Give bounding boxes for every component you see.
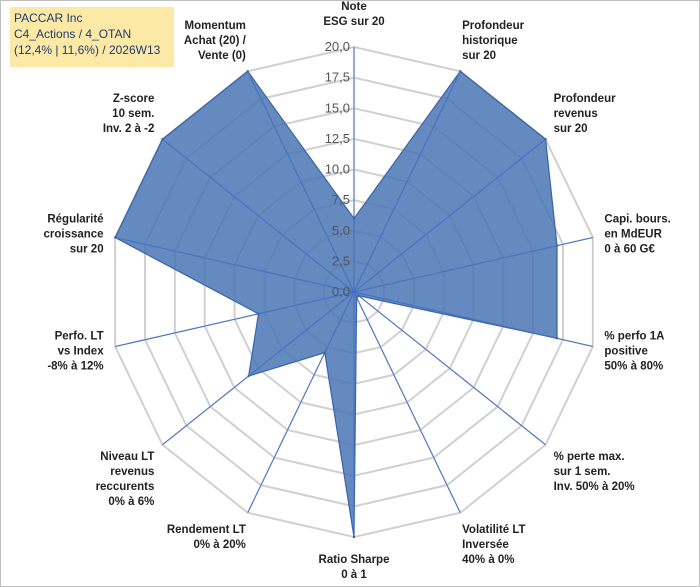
axis-label-0-line-1: ESG sur 20 <box>323 16 384 28</box>
axis-label-10-line-0: Perfo. LT <box>55 331 104 343</box>
tick-label-1: 2,5 <box>332 253 350 268</box>
axis-label-1-line-2: sur 20 <box>462 50 496 62</box>
axis-line-10 <box>115 291 355 348</box>
axis-label-2: Profondeur revenus sur 20 <box>554 93 616 135</box>
tick-label-3: 7,5 <box>332 192 350 207</box>
axis-label-4-line-0: % perfo 1A <box>604 331 664 343</box>
axis-label-12-line-2: Inv. 2 à -2 <box>103 123 155 135</box>
axis-line-5 <box>353 291 546 446</box>
axis-label-1-line-0: Profondeur <box>462 20 524 32</box>
axis-label-11-line-2: sur 20 <box>70 243 104 255</box>
tick-label-7: 17,5 <box>325 70 350 85</box>
data-point-12 <box>161 138 164 141</box>
axis-label-2-line-0: Profondeur <box>554 93 616 105</box>
axis-label-3: Capi. bours. en MdEUR 0 à 60 G€ <box>604 213 670 255</box>
axis-label-7-line-1: 0 à 1 <box>341 569 367 581</box>
tick-label-0: 0,0 <box>332 284 350 299</box>
axis-label-5-line-2: Inv. 50% à 20% <box>554 481 635 493</box>
axis-label-7: Ratio Sharpe 0 à 1 <box>319 554 390 581</box>
axis-label-6: Volatilité LT Inversée 40% à 0% <box>462 524 525 566</box>
axis-line-12 <box>162 138 355 293</box>
axis-label-4: % perfo 1A positive 50% à 80% <box>604 331 664 373</box>
axis-label-11: Régularité croissance sur 20 <box>43 213 103 255</box>
axis-label-12: Z-score 10 sem. Inv. 2 à -2 <box>103 93 155 135</box>
axis-label-4-line-1: positive <box>604 346 647 358</box>
axis-label-12-line-0: Z-score <box>113 93 155 105</box>
axis-line-3 <box>353 236 593 293</box>
axis-label-3-line-2: 0 à 60 G€ <box>604 243 655 255</box>
axis-label-1: Profondeur historique sur 20 <box>462 20 524 62</box>
axis-label-8: Rendement LT 0% à 20% <box>167 524 246 551</box>
axis-line-6 <box>353 291 461 513</box>
axis-line-13 <box>247 71 355 293</box>
axis-label-10: Perfo. LT vs Index -8% à 12% <box>47 331 104 373</box>
tick-label-8: 20,0 <box>325 39 350 54</box>
axis-line-4 <box>353 291 593 348</box>
axis-label-13-line-1: Achat (20) / <box>184 35 247 47</box>
data-point-11 <box>113 236 117 239</box>
data-point-7 <box>352 535 356 539</box>
data-point-5 <box>357 294 360 298</box>
axis-label-10-line-2: -8% à 12% <box>47 361 103 373</box>
data-point-6 <box>355 296 358 299</box>
axis-label-11-line-1: croissance <box>43 228 103 240</box>
axis-label-2-line-2: sur 20 <box>554 123 588 135</box>
data-point-0 <box>352 217 356 220</box>
axis-label-7-line-0: Ratio Sharpe <box>319 554 390 566</box>
axis-label-0: Note ESG sur 20 <box>323 1 384 28</box>
axis-line-11 <box>115 236 355 293</box>
chart-title-company: PACCAR Inc <box>14 11 83 25</box>
axis-label-2-line-1: revenus <box>554 108 598 120</box>
axis-label-9-line-3: 0% à 6% <box>108 496 154 508</box>
axis-label-5: % perte max. sur 1 sem. Inv. 50% à 20% <box>554 451 635 493</box>
axis-line-8 <box>247 291 355 513</box>
data-point-3 <box>555 244 559 247</box>
axis-label-13: Momentum Achat (20) / Vente (0) <box>184 20 247 62</box>
axis-label-3-line-0: Capi. bours. <box>604 213 670 225</box>
data-point-13 <box>246 70 249 73</box>
axis-line-2 <box>353 138 546 293</box>
axis-label-6-line-2: 40% à 0% <box>462 554 514 566</box>
axis-label-9-line-0: Niveau LT <box>100 451 154 463</box>
data-point-1 <box>459 70 462 73</box>
axis-label-9: Niveau LT revenus reccurents 0% à 6% <box>96 451 155 508</box>
axis-label-8-line-0: Rendement LT <box>167 524 246 536</box>
axis-label-3-line-1: en MdEUR <box>604 228 662 240</box>
chart-title-stats: (12,4% | 11,6%) / 2026W13 <box>14 43 161 57</box>
axis-label-6-line-1: Inversée <box>462 539 509 551</box>
axis-label-6-line-0: Volatilité LT <box>462 524 525 536</box>
axis-label-4-line-2: 50% à 80% <box>604 361 663 373</box>
axis-label-5-line-0: % perte max. <box>554 451 625 463</box>
tick-label-4: 10,0 <box>325 162 350 177</box>
axis-line-9 <box>162 291 355 446</box>
chart-title-box: PACCAR Inc C4_Actions / 4_OTAN (12,4% | … <box>10 7 174 67</box>
data-point-10 <box>257 312 260 316</box>
axis-label-0-line-0: Note <box>341 1 367 13</box>
axis-label-1-line-1: historique <box>462 35 518 47</box>
data-point-9 <box>247 374 250 378</box>
axis-label-5-line-1: sur 1 sem. <box>554 466 611 478</box>
axis-label-9-line-2: reccurents <box>96 481 155 493</box>
axis-label-9-line-1: revenus <box>110 466 154 478</box>
axis-label-13-line-0: Momentum <box>185 20 246 32</box>
data-point-2 <box>544 138 547 141</box>
axis-label-12-line-1: 10 sem. <box>112 108 154 120</box>
data-point-4 <box>555 337 559 340</box>
axis-label-8-line-1: 0% à 20% <box>193 539 245 551</box>
axis-line-1 <box>353 71 461 293</box>
axis-label-10-line-1: vs Index <box>58 346 105 358</box>
chart-title-category: C4_Actions / 4_OTAN <box>14 27 132 41</box>
tick-label-2: 5,0 <box>332 223 350 238</box>
axis-label-11-line-0: Régularité <box>47 213 103 225</box>
axis-label-13-line-2: Vente (0) <box>198 50 246 62</box>
data-point-8 <box>323 351 326 354</box>
tick-label-5: 12,5 <box>325 131 350 146</box>
tick-label-6: 15,0 <box>325 100 350 115</box>
